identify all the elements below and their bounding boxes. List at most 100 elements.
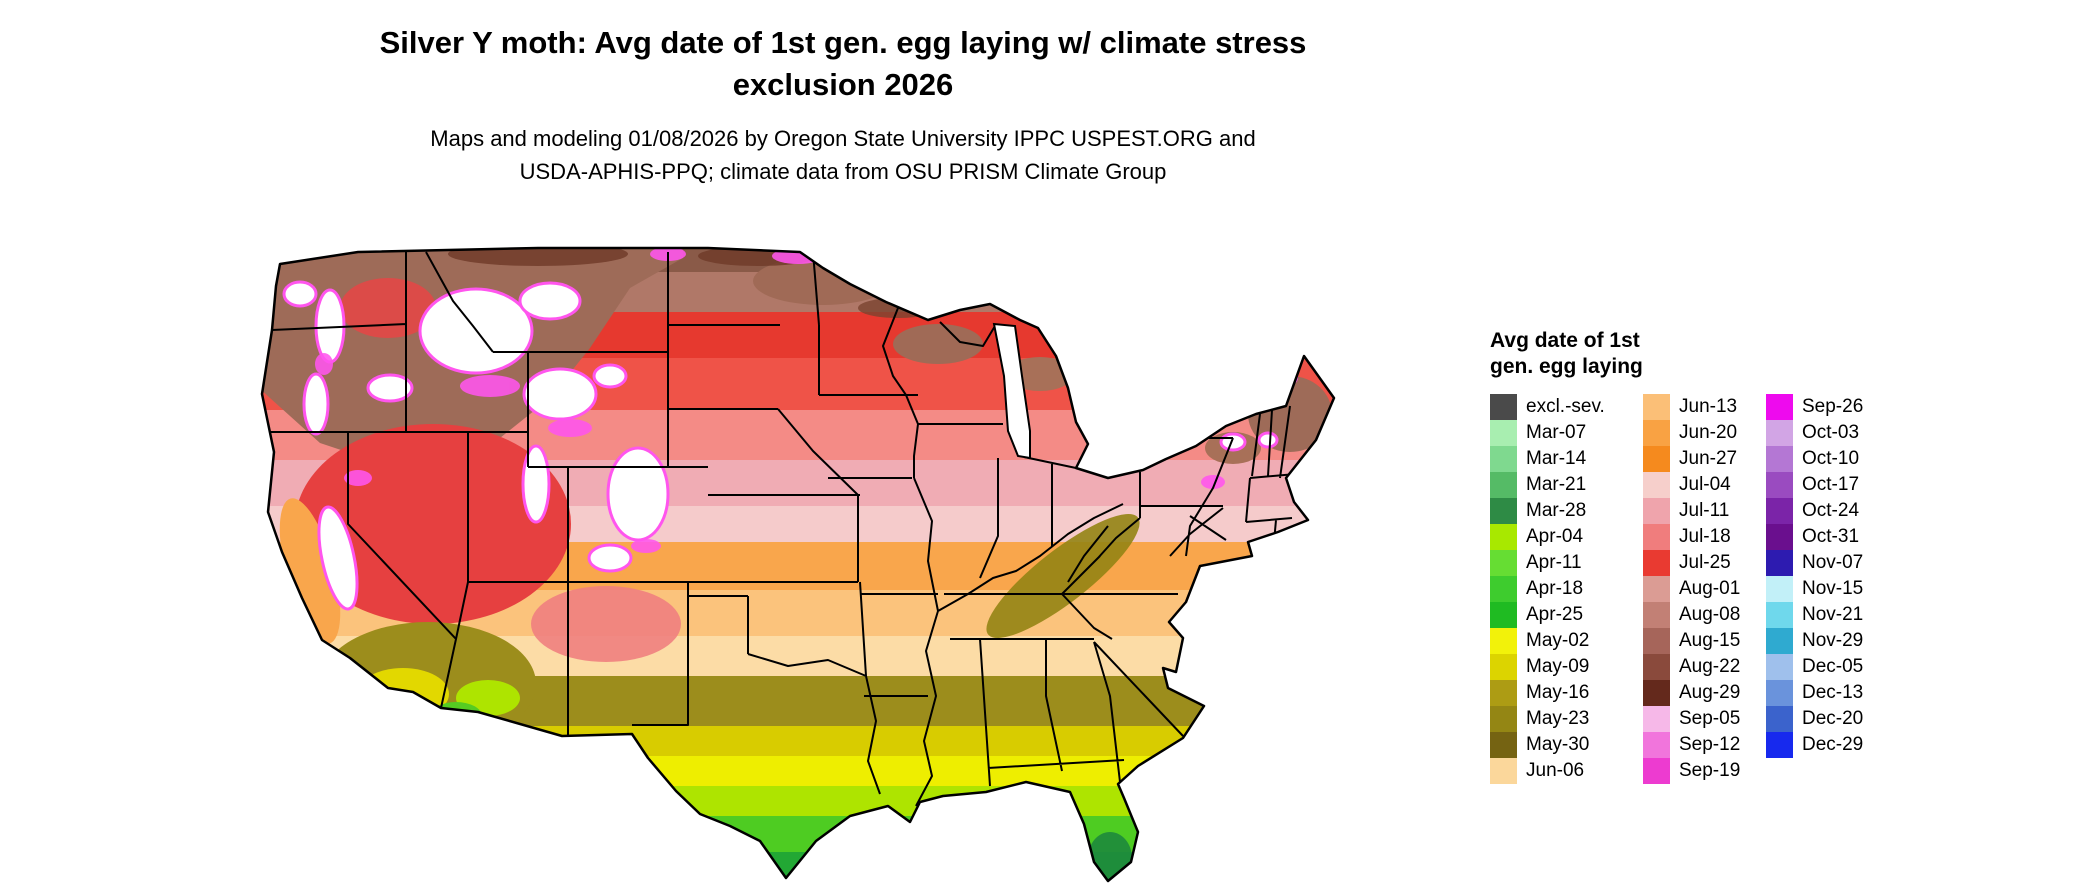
- lake-michigan: [992, 322, 1031, 460]
- legend-label: May-02: [1526, 630, 1590, 651]
- legend-entry: May-16: [1490, 680, 1643, 706]
- legend-entry: Aug-01: [1643, 576, 1766, 602]
- legend-label: Nov-07: [1802, 552, 1864, 573]
- legend-entry: Sep-26: [1766, 394, 1863, 420]
- legend-swatch: [1766, 576, 1793, 602]
- legend-entry: Mar-21: [1490, 472, 1643, 498]
- legend-label: Oct-03: [1802, 422, 1860, 443]
- legend-label: May-30: [1526, 734, 1590, 755]
- legend-label: Aug-22: [1679, 656, 1741, 677]
- legend-entry: Jul-18: [1643, 524, 1766, 550]
- us-map: [260, 246, 1336, 883]
- legend-swatch: [1766, 628, 1793, 654]
- legend-swatch: [1643, 602, 1670, 628]
- legend-entry: Dec-05: [1766, 654, 1863, 680]
- legend-entry: Aug-15: [1643, 628, 1766, 654]
- legend-column-2: Jun-13 Jun-20 Jun-27 Jul-04 Jul-11 Jul-18 Jul-…: [1643, 394, 1766, 784]
- legend-swatch: [1643, 732, 1670, 758]
- legend-label: May-09: [1526, 656, 1590, 677]
- legend-swatch: [1643, 680, 1670, 706]
- legend-swatch: [1643, 550, 1670, 576]
- page-subtitle-line1: Maps and modeling 01/08/2026 by Oregon S…: [430, 126, 1256, 151]
- page-subtitle-line2: USDA-APHIS-PPQ; climate data from OSU PR…: [519, 159, 1167, 184]
- legend-entry: Mar-28: [1490, 498, 1643, 524]
- legend-label: Oct-10: [1802, 448, 1860, 469]
- legend-swatch: [1643, 628, 1670, 654]
- legend-swatch: [1490, 732, 1517, 758]
- legend-label: Dec-05: [1802, 656, 1864, 677]
- legend-swatch: [1643, 524, 1670, 550]
- legend-label: Apr-04: [1526, 526, 1584, 547]
- legend-entry: Oct-03: [1766, 420, 1863, 446]
- legend-column-3: Sep-26 Oct-03 Oct-10 Oct-17 Oct-24 Oct-31 Nov-…: [1766, 394, 1863, 758]
- legend-swatch: [1766, 420, 1793, 446]
- legend-label: May-23: [1526, 708, 1590, 729]
- legend-swatch: [1766, 394, 1793, 420]
- legend-swatch: [1766, 498, 1793, 524]
- legend-columns: excl.-sev. Mar-07 Mar-14 Mar-21 Mar-28 Apr-04…: [1490, 394, 2050, 784]
- legend-swatch: [1643, 758, 1670, 784]
- legend-label: Aug-01: [1679, 578, 1741, 599]
- legend-swatch: [1490, 758, 1517, 784]
- page-subtitle: Maps and modeling 01/08/2026 by Oregon S…: [238, 122, 1448, 188]
- legend-label: Sep-19: [1679, 760, 1741, 781]
- legend-swatch: [1643, 706, 1670, 732]
- legend-swatch: [1490, 706, 1517, 732]
- legend-label: Mar-28: [1526, 500, 1587, 521]
- legend-label: Aug-15: [1679, 630, 1741, 651]
- legend-entry: Aug-08: [1643, 602, 1766, 628]
- legend-label: Aug-08: [1679, 604, 1741, 625]
- legend-entry: Sep-05: [1643, 706, 1766, 732]
- page-title: Silver Y moth: Avg date of 1st gen. egg …: [238, 22, 1448, 106]
- legend-entry: May-02: [1490, 628, 1643, 654]
- legend-label: Jun-13: [1679, 396, 1738, 417]
- legend-swatch: [1490, 446, 1517, 472]
- legend-label: Dec-20: [1802, 708, 1864, 729]
- legend-swatch: [1766, 602, 1793, 628]
- legend-entry: excl.-sev.: [1490, 394, 1643, 420]
- legend-label: Sep-12: [1679, 734, 1741, 755]
- legend-swatch: [1490, 680, 1517, 706]
- legend-swatch: [1643, 498, 1670, 524]
- legend-label: Mar-07: [1526, 422, 1587, 443]
- legend-swatch: [1490, 498, 1517, 524]
- legend-label: Mar-21: [1526, 474, 1587, 495]
- legend-entry: Nov-29: [1766, 628, 1863, 654]
- legend-entry: Dec-29: [1766, 732, 1863, 758]
- legend-entry: May-23: [1490, 706, 1643, 732]
- legend-label: Dec-29: [1802, 734, 1864, 755]
- page-title-line2: exclusion 2026: [732, 67, 954, 102]
- legend-swatch: [1766, 654, 1793, 680]
- state-borders: [268, 251, 1297, 807]
- legend-swatch: [1766, 472, 1793, 498]
- legend-entry: Oct-24: [1766, 498, 1863, 524]
- legend-label: Sep-26: [1802, 396, 1864, 417]
- legend-entry: Jul-04: [1643, 472, 1766, 498]
- legend-swatch: [1766, 550, 1793, 576]
- legend-label: Jun-20: [1679, 422, 1738, 443]
- legend-label: Oct-31: [1802, 526, 1860, 547]
- legend-swatch: [1766, 524, 1793, 550]
- legend-entry: Mar-07: [1490, 420, 1643, 446]
- legend-swatch: [1766, 706, 1793, 732]
- legend-swatch: [1490, 628, 1517, 654]
- legend-entry: Oct-17: [1766, 472, 1863, 498]
- legend-label: Oct-17: [1802, 474, 1860, 495]
- legend-swatch: [1490, 394, 1517, 420]
- legend-label: Jun-27: [1679, 448, 1738, 469]
- legend-label: Jun-06: [1526, 760, 1585, 781]
- legend-swatch: [1490, 472, 1517, 498]
- legend-title: Avg date of 1st gen. egg laying: [1490, 328, 2050, 380]
- legend-entry: Nov-15: [1766, 576, 1863, 602]
- legend-entry: Sep-19: [1643, 758, 1766, 784]
- legend-swatch: [1490, 420, 1517, 446]
- legend-title-line2: gen. egg laying: [1490, 355, 1643, 378]
- legend-label: Jul-11: [1679, 500, 1730, 521]
- legend-entry: Jun-06: [1490, 758, 1643, 784]
- legend-entry: Sep-12: [1643, 732, 1766, 758]
- legend-title-line1: Avg date of 1st: [1490, 329, 1640, 352]
- legend-entry: Nov-21: [1766, 602, 1863, 628]
- legend-entry: Apr-25: [1490, 602, 1643, 628]
- legend-label: Nov-21: [1802, 604, 1864, 625]
- legend-label: Apr-18: [1526, 578, 1584, 599]
